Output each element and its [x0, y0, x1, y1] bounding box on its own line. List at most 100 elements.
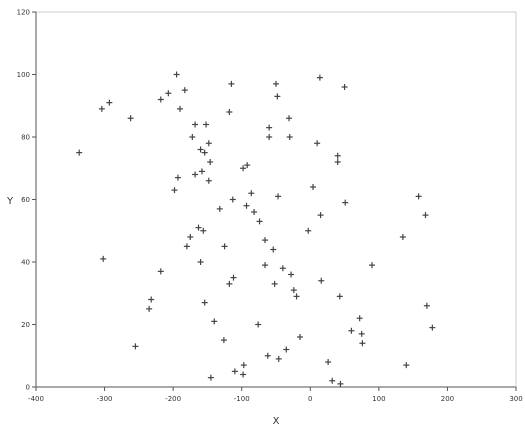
data-point	[205, 140, 212, 147]
data-point	[181, 87, 188, 94]
data-point	[177, 105, 183, 112]
data-point	[316, 74, 323, 81]
data-point	[279, 265, 286, 272]
data-point	[240, 362, 247, 369]
data-point	[325, 359, 332, 365]
data-point	[157, 96, 164, 103]
data-point	[305, 227, 312, 234]
axes: -400 -300 -200 -100 0 100 200 300 0 20 40 60 80 100 12…	[17, 9, 523, 404]
data-point	[293, 293, 300, 300]
data-point	[266, 134, 273, 140]
data-point	[200, 227, 207, 234]
data-point	[148, 296, 155, 303]
data-point	[211, 318, 218, 325]
data-point	[415, 193, 422, 200]
data-point	[273, 80, 279, 87]
data-point	[192, 121, 199, 128]
data-point	[132, 343, 139, 350]
data-point	[201, 149, 208, 156]
data-point	[231, 368, 238, 375]
x-tick-label: 200	[441, 395, 454, 403]
data-point	[337, 380, 344, 387]
data-point	[297, 334, 303, 340]
y-tick-label: 0	[26, 384, 30, 392]
x-tick-label: 100	[372, 395, 385, 403]
data-point	[255, 321, 262, 328]
data-point	[317, 212, 324, 219]
data-point	[310, 184, 317, 190]
data-point	[165, 90, 172, 97]
data-point	[248, 190, 255, 197]
data-point	[207, 374, 214, 381]
data-point	[98, 105, 105, 112]
data-point	[201, 299, 208, 306]
data-point	[195, 224, 202, 231]
data-point	[228, 80, 235, 87]
data-point	[127, 115, 134, 122]
data-point	[189, 134, 196, 140]
data-point	[226, 280, 233, 287]
data-point	[198, 168, 205, 175]
data-point	[423, 302, 430, 309]
data-point	[334, 159, 341, 165]
data-point	[226, 109, 233, 115]
y-tick-label: 120	[17, 9, 30, 17]
data-point	[171, 187, 178, 194]
data-point	[229, 196, 236, 203]
data-point	[274, 93, 281, 100]
data-point	[342, 199, 349, 206]
data-point	[266, 124, 273, 131]
data-point	[220, 337, 227, 344]
data-point	[336, 293, 343, 300]
data-point	[262, 262, 269, 269]
data-point	[100, 255, 107, 262]
data-point	[192, 171, 199, 178]
data-point	[318, 277, 325, 284]
data-point	[403, 362, 410, 369]
data-point	[240, 165, 247, 172]
data-point	[359, 340, 366, 347]
x-tick-label: -300	[97, 395, 113, 403]
data-point	[216, 205, 223, 212]
data-point	[203, 121, 210, 128]
data-point	[197, 259, 204, 265]
x-tick-label: 0	[308, 395, 312, 403]
data-point	[290, 287, 297, 294]
data-point	[146, 305, 153, 312]
data-point	[243, 202, 250, 209]
x-tick-label: 300	[509, 395, 522, 403]
data-point	[197, 146, 204, 153]
data-point	[275, 193, 282, 200]
data-point	[262, 237, 269, 244]
data-point	[275, 355, 282, 362]
data-point	[256, 218, 263, 225]
data-point	[230, 274, 237, 281]
data-point	[358, 330, 365, 337]
data-point	[207, 159, 214, 165]
data-point	[183, 243, 190, 250]
data-point	[314, 140, 321, 147]
data-point	[157, 268, 164, 275]
data-point	[286, 134, 293, 140]
data-point	[244, 162, 251, 169]
data-point	[240, 371, 247, 378]
data-point	[369, 262, 375, 269]
data-point	[270, 246, 277, 253]
data-point	[106, 99, 113, 106]
data-point	[348, 327, 355, 334]
data-points	[76, 71, 436, 387]
data-point	[288, 271, 295, 278]
data-point	[174, 174, 181, 181]
data-point	[286, 115, 293, 122]
y-tick-label: 40	[21, 259, 30, 267]
y-axis-label: Y	[6, 196, 14, 207]
data-point	[334, 152, 341, 159]
x-tick-label: -400	[28, 395, 44, 403]
y-tick-label: 80	[21, 134, 30, 142]
data-point	[329, 377, 336, 384]
data-point	[283, 346, 290, 353]
x-tick-label: -100	[234, 395, 250, 403]
plot-frame	[35, 11, 517, 388]
